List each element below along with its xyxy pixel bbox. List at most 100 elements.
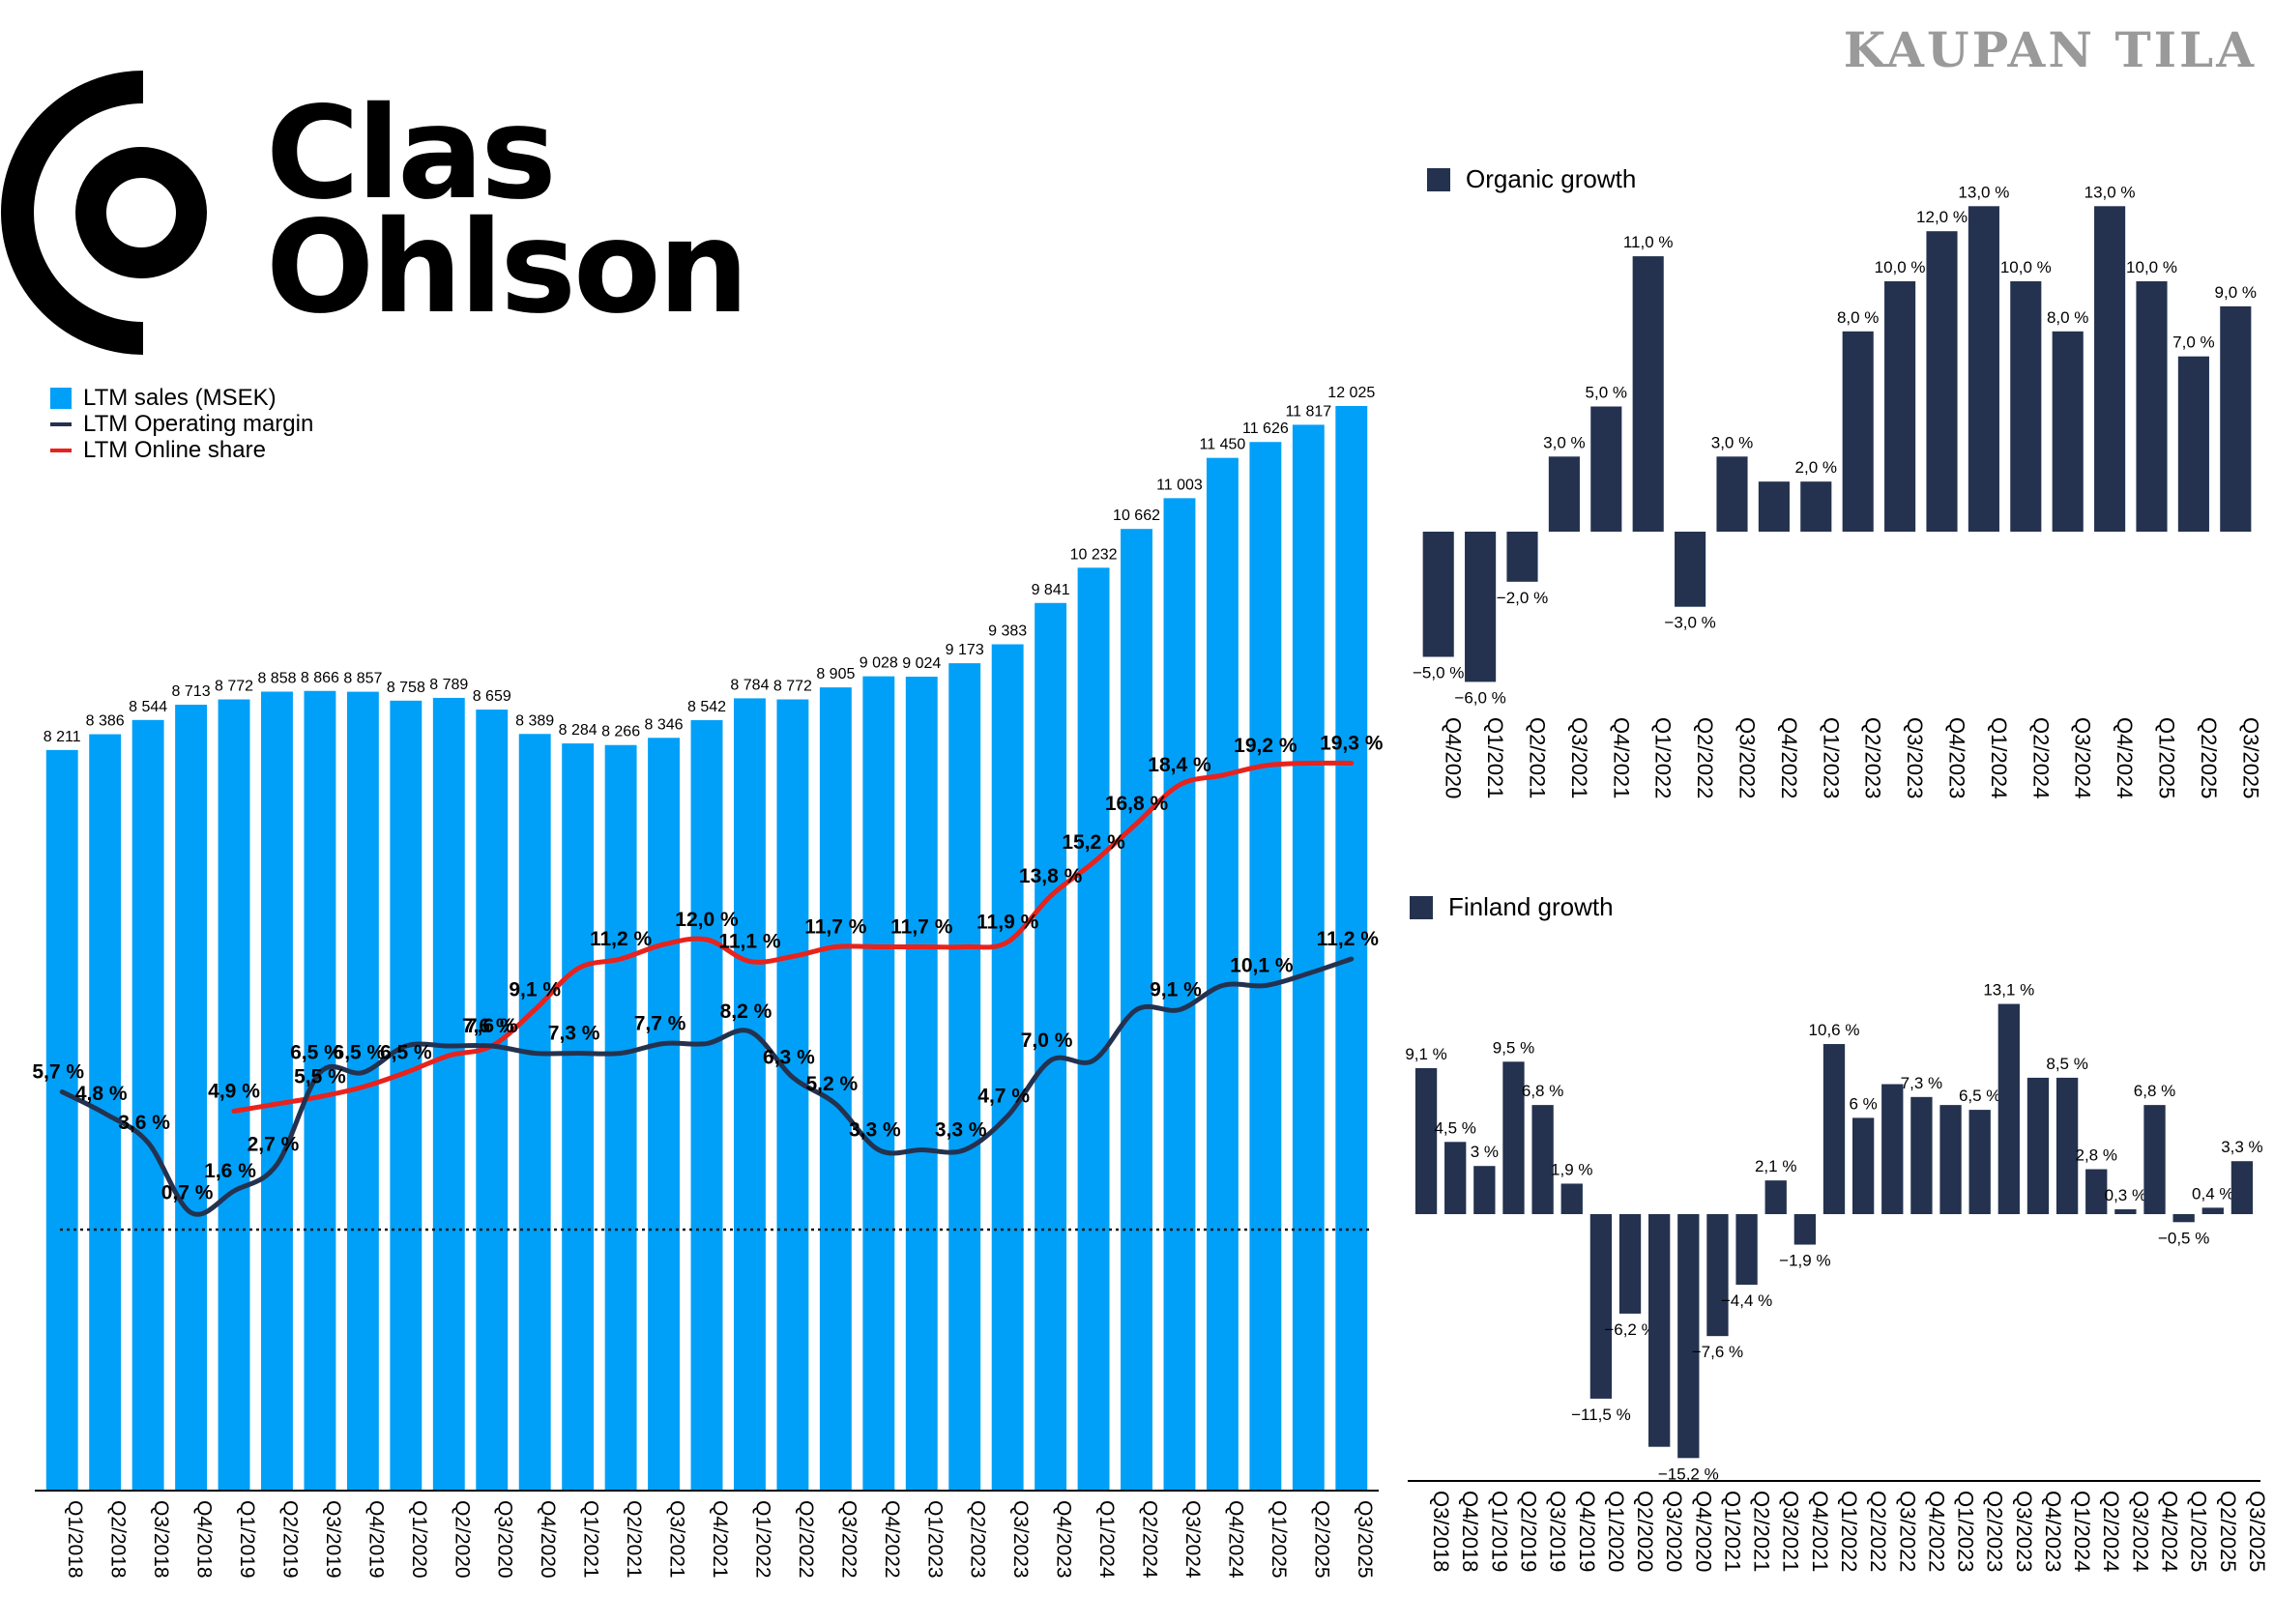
sales-value-label: 8 772	[215, 679, 253, 695]
x-tick-label: Q3/2023	[1009, 1500, 1032, 1579]
finland-growth-label: −1,9 %	[1779, 1252, 1830, 1270]
x-tick-label: Q2/2025	[1310, 1500, 1332, 1579]
sales-bar	[604, 744, 637, 1491]
operating-margin-label: 3,3 %	[935, 1119, 987, 1142]
online-share-label: 15,2 %	[1062, 831, 1125, 854]
operating-margin-label: 7,3 %	[548, 1023, 600, 1045]
x-tick-label: Q4/2019	[1575, 1491, 1599, 1572]
sales-value-label: 11 450	[1200, 437, 1246, 453]
finland-growth-label: 6,5 %	[1959, 1087, 2000, 1105]
finland-growth-label: −7,6 %	[1692, 1343, 1743, 1361]
finland-growth-label: −15,2 %	[1658, 1464, 1719, 1483]
x-tick-label: Q1/2025	[1268, 1500, 1290, 1579]
online-share-line	[231, 760, 1355, 1114]
operating-margin-label: 4,8 %	[75, 1083, 128, 1105]
finland-growth-label: 9,5 %	[1493, 1038, 1534, 1057]
operating-margin-line	[59, 956, 1355, 1217]
sales-bar	[131, 719, 164, 1491]
organic-growth-bar	[1842, 331, 1874, 532]
x-tick-label: Q4/2020	[1691, 1491, 1715, 1572]
x-tick-label: Q4/2022	[881, 1500, 903, 1579]
x-tick-label: Q4/2021	[709, 1500, 731, 1579]
sales-value-label: 9 173	[946, 642, 984, 658]
sales-value-label: 8 905	[816, 666, 855, 682]
x-tick-label: Q1/2023	[1954, 1491, 1978, 1572]
x-tick-label: Q3/2024	[2128, 1491, 2152, 1572]
online-share-label: 16,8 %	[1105, 793, 1169, 815]
finland-growth-bar	[1531, 1105, 1554, 1214]
sales-bar	[776, 699, 809, 1491]
organic-growth-bar	[1465, 532, 1497, 682]
x-tick-label: Q1/2023	[923, 1500, 946, 1579]
finland-growth-bar	[2055, 1077, 2079, 1214]
finland-growth-label: 6 %	[1849, 1094, 1877, 1113]
online-share-label: 19,2 %	[1234, 735, 1297, 757]
x-tick-label: Q3/2020	[1662, 1491, 1686, 1572]
operating-margin-label: 7,7 %	[634, 1013, 686, 1035]
sales-value-label: 8 858	[257, 670, 296, 686]
x-tick-label: Q1/2021	[1720, 1491, 1744, 1572]
brand-wordmark: Clas Ohlson	[266, 90, 749, 332]
sales-value-label: 11 626	[1242, 420, 1289, 437]
legend-item-margin: LTM Operating margin	[50, 411, 313, 437]
online-share-label: 9,1 %	[509, 979, 561, 1001]
organic-growth-bar	[1632, 256, 1664, 532]
x-tick-label: Q2/2020	[451, 1500, 473, 1579]
sales-bar	[1292, 424, 1325, 1491]
x-tick-label: Q2/2022	[1866, 1491, 1890, 1572]
x-tick-label: Q1/2023	[1819, 717, 1843, 798]
finland-growth-label: −11,5 %	[1571, 1406, 1631, 1424]
organic-growth-legend: Organic growth	[1427, 164, 1636, 194]
sales-value-label: 8 284	[559, 722, 598, 739]
x-tick-label: Q2/2023	[1983, 1491, 2007, 1572]
finland-growth-label: −0,5 %	[2158, 1229, 2209, 1247]
organic-growth-label: 13,0 %	[1958, 183, 2009, 201]
finland-growth-label: 7,3 %	[1901, 1074, 1942, 1092]
main-chart: 8 211 Q1/2018 8 386 Q2/2018 8 544 Q3/2018 8 71…	[32, 385, 1383, 1579]
finland-growth-bar	[1677, 1214, 1700, 1459]
x-tick-label: Q3/2020	[494, 1500, 516, 1579]
sales-bar	[690, 719, 723, 1491]
x-tick-label: Q3/2021	[1779, 1491, 1803, 1572]
x-tick-label: Q2/2025	[2216, 1491, 2240, 1572]
online-share-label: 6,5 %	[380, 1042, 432, 1064]
x-tick-label: Q4/2022	[1777, 717, 1801, 798]
organic-growth-label: 8,0 %	[2047, 308, 2088, 327]
x-tick-label: Q1/2021	[580, 1500, 602, 1579]
finland-growth-bar	[1589, 1214, 1613, 1399]
x-tick-label: Q2/2021	[1526, 717, 1550, 798]
organic-growth-bar	[1548, 456, 1580, 532]
x-tick-label: Q3/2023	[2012, 1491, 2036, 1572]
x-tick-label: Q3/2021	[666, 1500, 688, 1579]
finland-growth-bar	[1822, 1044, 1846, 1214]
sales-value-label: 8 211	[44, 729, 81, 745]
organic-growth-bar	[1716, 456, 1748, 532]
clas-ohlson-logo-icon	[1, 71, 207, 355]
x-tick-label: Q2/2024	[2099, 1491, 2123, 1572]
operating-margin-label: 4,7 %	[977, 1086, 1030, 1108]
operating-margin-label: 6,3 %	[763, 1047, 815, 1069]
x-tick-label: Q2/2021	[623, 1500, 645, 1579]
organic-growth-bar	[1884, 281, 1916, 532]
organic-growth-bar	[2010, 281, 2042, 532]
sales-value-label: 9 383	[988, 624, 1027, 640]
legend-swatch-finland	[1410, 895, 1433, 919]
finland-growth-bar	[1881, 1084, 1904, 1214]
sales-value-label: 8 857	[343, 671, 382, 687]
finland-growth-label: 3,3 %	[2221, 1138, 2262, 1156]
x-tick-label: Q1/2022	[751, 1500, 773, 1579]
finland-growth-label: −6,2 %	[1604, 1320, 1655, 1339]
finland-growth-bar	[1414, 1067, 1438, 1214]
organic-growth-bar	[1675, 532, 1706, 607]
organic-growth-bar	[1800, 481, 1832, 532]
x-tick-label: Q1/2024	[1095, 1500, 1118, 1579]
online-share-label: 13,8 %	[1019, 865, 1083, 887]
finland-growth-label: 6,8 %	[1522, 1082, 1563, 1100]
organic-growth-label: −3,0 %	[1664, 614, 1715, 632]
finland-growth-bar	[2143, 1105, 2166, 1214]
operating-margin-label: 6,5 %	[334, 1042, 386, 1064]
x-tick-label: Q3/2022	[1895, 1491, 1919, 1572]
online-share-label: 11,7 %	[804, 916, 867, 939]
sales-value-label: 9 841	[1032, 582, 1070, 598]
finland-growth-chart: 9,1 % Q3/2018 4,5 % Q4/2018 3 % Q1/2019 9,5 % Q…	[1405, 981, 2269, 1573]
